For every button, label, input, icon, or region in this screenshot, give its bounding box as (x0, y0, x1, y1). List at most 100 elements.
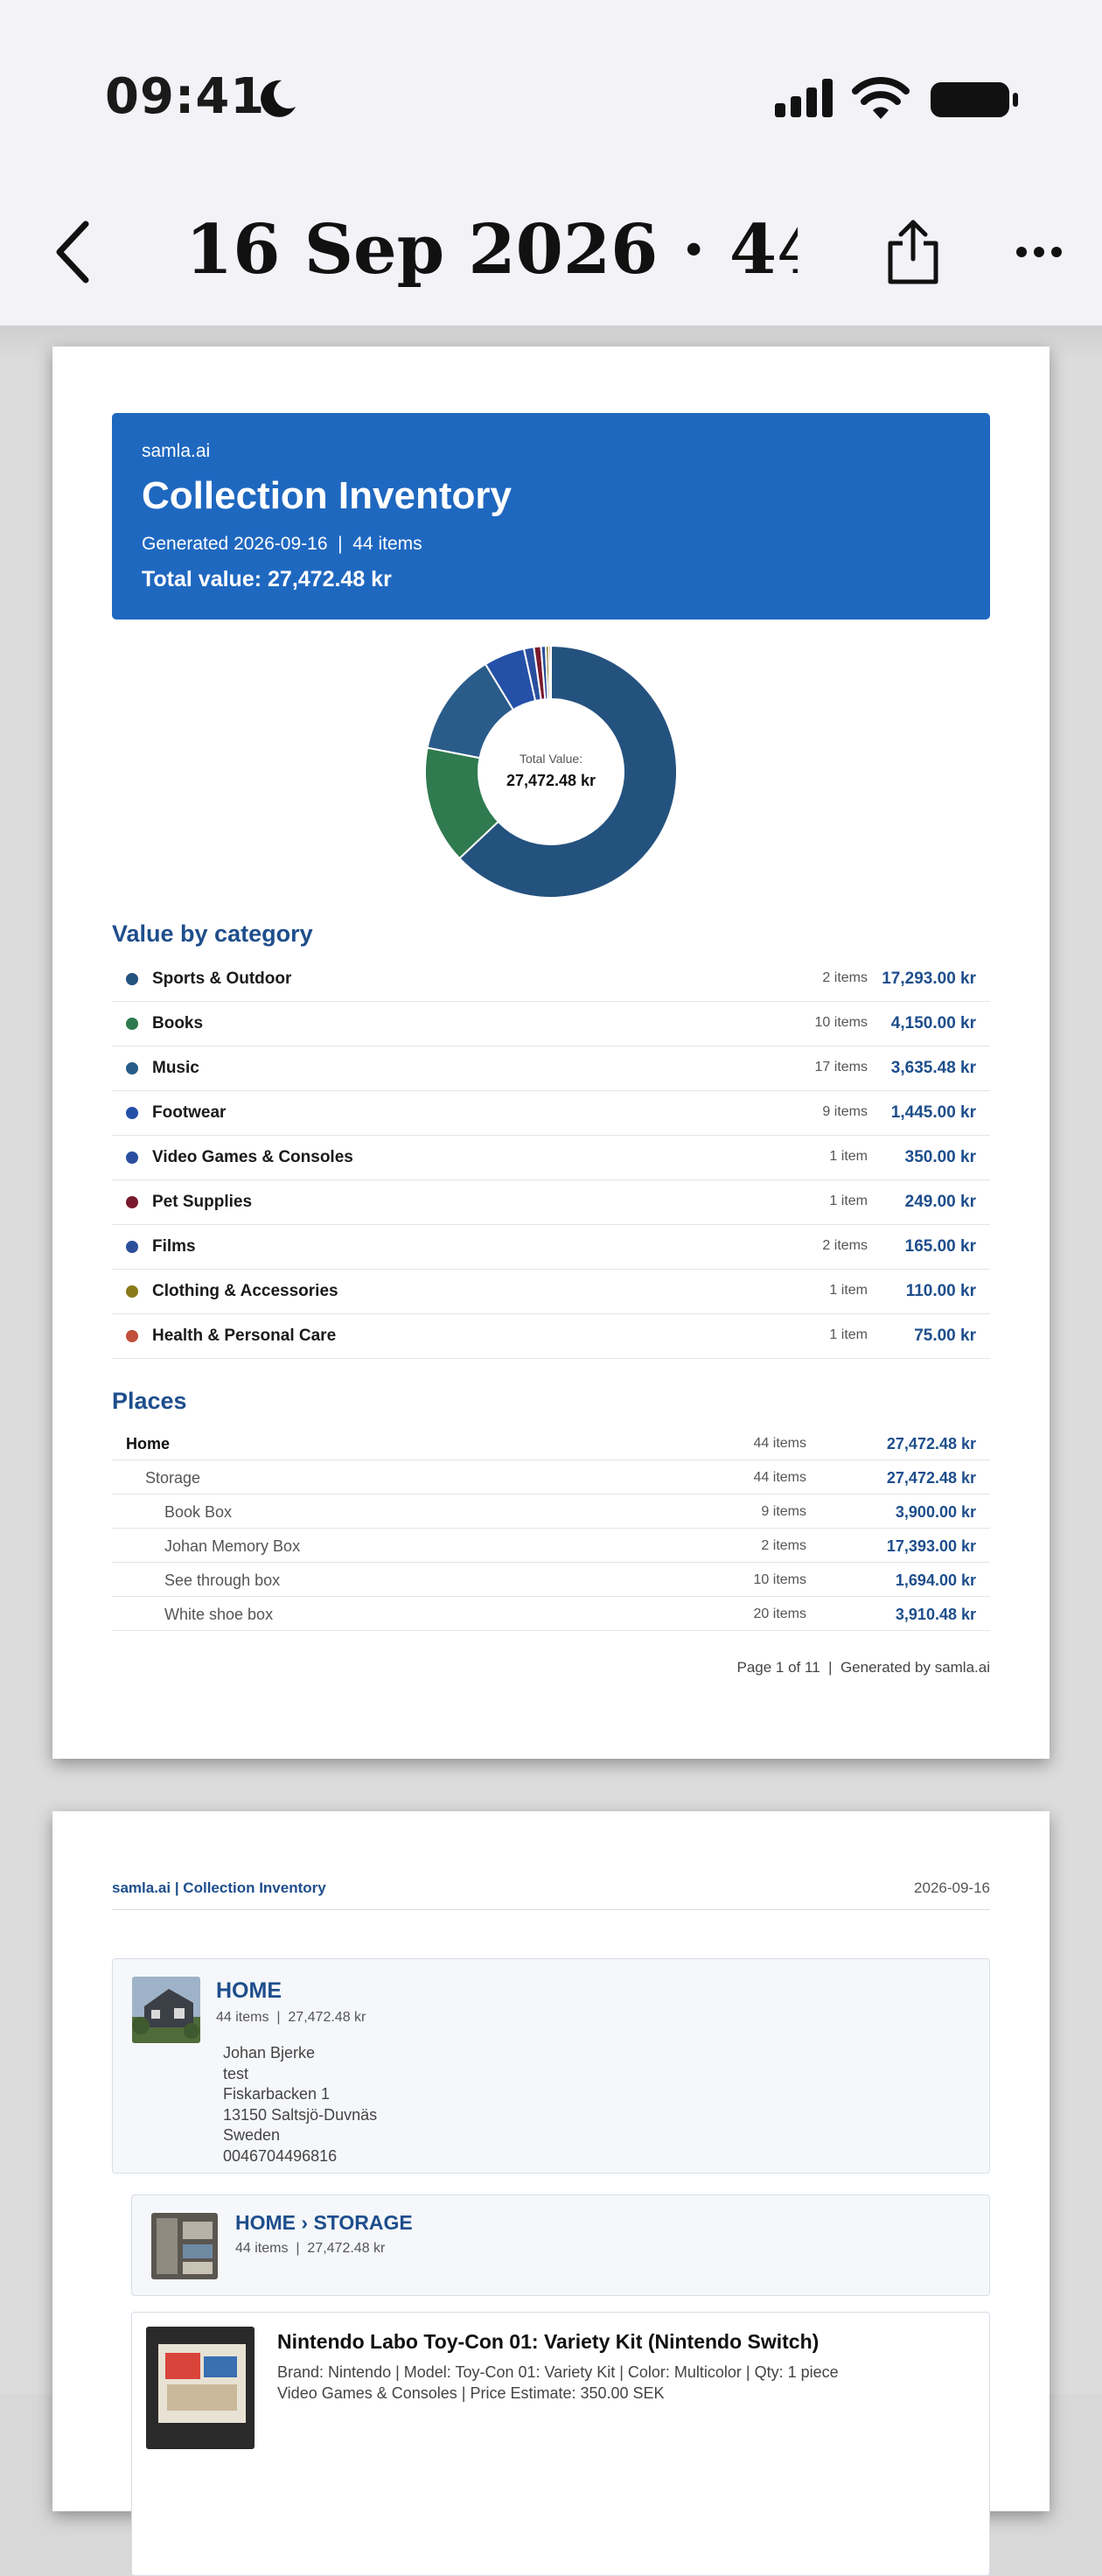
category-count: 1 item (829, 1283, 868, 1298)
category-value: 110.00 kr (905, 1282, 976, 1300)
category-color-dot (126, 973, 138, 985)
pdf-page-1: samla.ai Collection Inventory Generated … (52, 346, 1050, 1759)
category-row: Pet Supplies 1 item 249.00 kr (112, 1180, 990, 1225)
place-count: 9 items (761, 1504, 806, 1519)
place-summary-storage: 44 items | 27,472.48 kr (235, 2241, 386, 2256)
place-name: Home (126, 1435, 171, 1452)
report-title: Collection Inventory (142, 474, 512, 517)
page-footer: Page 1 of 11 | Generated by samla.ai (736, 1659, 991, 1676)
place-summary-home: 44 items | 27,472.48 kr (216, 2010, 366, 2025)
more-options-icon[interactable] (1015, 242, 1064, 262)
category-color-dot (126, 1152, 138, 1164)
category-value: 165.00 kr (904, 1237, 976, 1256)
address-line: Sweden (223, 2126, 281, 2144)
category-count: 10 items (814, 1015, 868, 1030)
place-row: Johan Memory Box 2 items 17,393.00 kr (112, 1529, 990, 1563)
category-name: Music (152, 1059, 199, 1077)
address-line: Fiskarbacken 1 (223, 2085, 331, 2103)
item-card: Nintendo Labo Toy-Con 01: Variety Kit (N… (131, 2312, 990, 2576)
address-line: Johan Bjerke (223, 2044, 316, 2062)
category-value: 350.00 kr (904, 1148, 976, 1166)
donut-center-value: 27,472.48 kr (506, 772, 596, 789)
place-count: 2 items (761, 1538, 806, 1553)
place-row: Storage 44 items 27,472.48 kr (112, 1460, 990, 1494)
category-color-dot (126, 1241, 138, 1253)
nav-bar (0, 175, 1102, 326)
category-row: Music 17 items 3,635.48 kr (112, 1046, 990, 1091)
place-row: Home 44 items 27,472.48 kr (112, 1426, 990, 1460)
place-value: 1,694.00 kr (895, 1572, 976, 1589)
place-name: Johan Memory Box (164, 1537, 301, 1555)
wifi-icon (852, 77, 910, 119)
generated-info: Generated 2026-09-16 | 44 items (142, 534, 422, 554)
place-name: White shoe box (164, 1606, 274, 1623)
header-divider (112, 1909, 990, 1910)
category-row: Films 2 items 165.00 kr (112, 1225, 990, 1270)
address-line: 13150 Saltsjö-Duvnäs (223, 2105, 378, 2124)
category-name: Clothing & Accessories (152, 1282, 338, 1300)
running-header-title: samla.ai | Collection Inventory (112, 1880, 326, 1896)
places-heading: Places (112, 1388, 187, 1414)
category-row: Books 10 items 4,150.00 kr (112, 1002, 990, 1046)
place-value: 17,393.00 kr (886, 1537, 976, 1555)
owner-address: Johan Bjerke test Fiskarbacken 1 13150 S… (223, 2043, 377, 2166)
share-icon[interactable] (885, 219, 941, 285)
category-row: Video Games & Consoles 1 item 350.00 kr (112, 1136, 990, 1180)
category-value: 75.00 kr (914, 1326, 976, 1345)
pdf-page-2: samla.ai | Collection Inventory 2026-09-… (52, 1811, 1050, 2576)
place-card-storage: HOME › STORAGE 44 items | 27,472.48 kr (131, 2194, 990, 2296)
brand-label: samla.ai (142, 441, 211, 461)
cellular-signal-icon (775, 79, 833, 117)
category-count: 1 item (829, 1327, 868, 1342)
item-attributes: Brand: Nintendo | Model: Toy-Con 01: Var… (277, 2363, 839, 2381)
report-header: samla.ai Collection Inventory Generated … (112, 413, 990, 620)
category-count: 17 items (814, 1060, 868, 1074)
category-color-dot (126, 1330, 138, 1342)
storage-photo (151, 2213, 218, 2279)
place-title-home: HOME (216, 1978, 282, 2003)
donut-center-label: Total Value: (520, 752, 582, 766)
category-name: Health & Personal Care (152, 1326, 337, 1345)
place-card-home: HOME 44 items | 27,472.48 kr Johan Bjerk… (112, 1958, 990, 2174)
category-name: Books (152, 1014, 204, 1032)
place-count: 10 items (753, 1572, 806, 1587)
running-header-date: 2026-09-16 (914, 1880, 990, 1896)
place-title-storage: HOME › STORAGE (235, 2211, 413, 2234)
item-photo (146, 2327, 255, 2449)
category-name: Pet Supplies (152, 1193, 253, 1211)
place-row: See through box 10 items 1,694.00 kr (112, 1563, 990, 1597)
category-color-dot (126, 1285, 138, 1298)
total-value: Total value: 27,472.48 kr (142, 567, 392, 592)
category-value: 17,293.00 kr (882, 970, 976, 988)
battery-icon (931, 82, 1018, 117)
place-row: Book Box 9 items 3,900.00 kr (112, 1494, 990, 1529)
place-count: 44 items (753, 1470, 806, 1485)
place-value: 27,472.48 kr (886, 1469, 976, 1487)
house-photo (132, 1977, 200, 2043)
category-name: Footwear (152, 1103, 227, 1122)
item-title: Nintendo Labo Toy-Con 01: Variety Kit (N… (277, 2330, 820, 2353)
item-details: Brand: Nintendo | Model: Toy-Con 01: Var… (277, 2362, 977, 2404)
category-row: Health & Personal Care 1 item 75.00 kr (112, 1314, 990, 1359)
category-color-dot (126, 1107, 138, 1119)
place-value: 27,472.48 kr (886, 1435, 976, 1452)
place-name: See through box (164, 1572, 281, 1589)
category-value: 4,150.00 kr (890, 1014, 976, 1032)
category-row: Footwear 9 items 1,445.00 kr (112, 1091, 990, 1136)
category-value: 1,445.00 kr (890, 1103, 976, 1122)
category-count: 2 items (822, 1238, 868, 1253)
category-count: 1 item (829, 1149, 868, 1164)
place-value: 3,910.48 kr (895, 1606, 976, 1623)
category-count: 1 item (829, 1194, 868, 1208)
place-value: 3,900.00 kr (895, 1503, 976, 1521)
address-line: 0046704496816 (223, 2146, 338, 2165)
category-value: 3,635.48 kr (890, 1059, 976, 1077)
place-name: Book Box (164, 1503, 233, 1521)
place-count: 44 items (753, 1436, 806, 1451)
category-count: 9 items (822, 1104, 868, 1119)
category-color-dot (126, 1062, 138, 1074)
places-list: Home 44 items 27,472.48 kr Storage 44 items 2… (112, 1426, 990, 1631)
category-name: Video Games & Consoles (152, 1148, 353, 1166)
place-name: Storage (145, 1469, 201, 1487)
back-chevron-icon[interactable] (51, 217, 94, 287)
